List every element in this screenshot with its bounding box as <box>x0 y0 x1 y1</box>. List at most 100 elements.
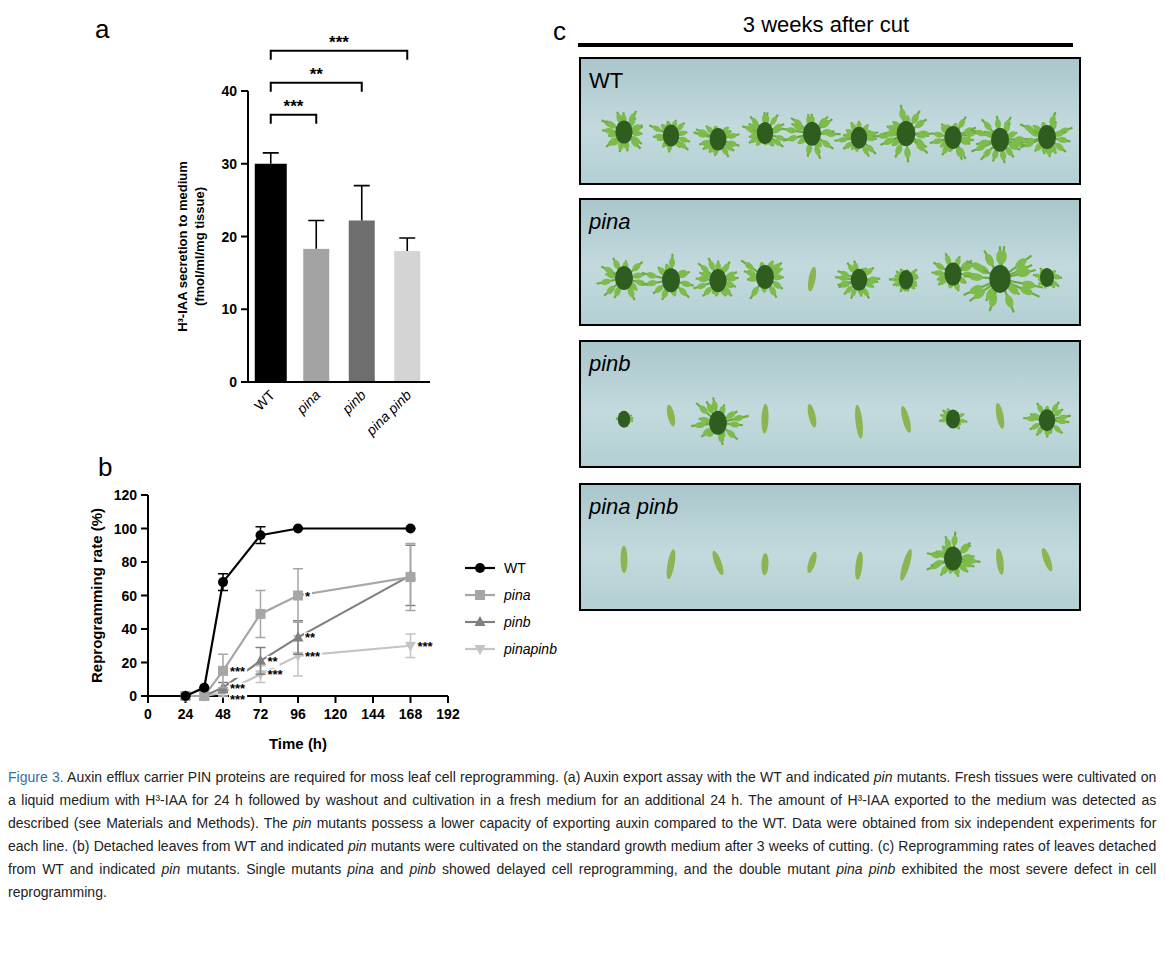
moss-leaf <box>1004 294 1016 309</box>
moss-leaf <box>1058 414 1067 421</box>
moss-center <box>944 263 961 286</box>
tick-label: 168 <box>399 706 423 722</box>
legend-label: WT <box>504 560 526 576</box>
tick-label: 120 <box>324 706 348 722</box>
marker <box>180 690 191 700</box>
error-bar <box>256 590 266 637</box>
moss-explant <box>665 549 677 580</box>
moss-leaf <box>751 117 760 127</box>
moss-leaf <box>869 276 878 282</box>
significance-label: ** <box>305 630 316 645</box>
panel-title: 3 weeks after cut <box>743 12 909 37</box>
error-bar <box>308 220 324 248</box>
moss-leaf <box>769 116 778 126</box>
moss-leaf <box>914 141 926 153</box>
tick-label: 40 <box>121 621 137 637</box>
legend-label: pinb <box>503 614 531 630</box>
axis-title: Reprogramming rate (%) <box>88 508 105 683</box>
moss-leaf <box>932 137 942 145</box>
error-bar <box>256 647 266 674</box>
moss-leaf <box>968 283 983 296</box>
error-bar <box>354 186 370 221</box>
moss-leaf <box>957 118 966 129</box>
moss-center <box>991 128 1009 152</box>
moss-leaf <box>630 138 640 149</box>
caption: Figure 3. Auxin efflux carrier PIN prote… <box>8 766 1156 904</box>
tick <box>241 308 248 310</box>
marker <box>218 666 228 676</box>
caption-label: Figure 3. <box>8 769 64 785</box>
moss-explant <box>710 550 725 576</box>
moss-leaf <box>821 128 832 135</box>
moss-explant <box>665 404 677 427</box>
error-bar <box>406 544 416 611</box>
significance: *** <box>267 667 285 682</box>
tick <box>297 696 299 703</box>
category-label: pina <box>293 387 324 418</box>
tick-label: 120 <box>114 487 138 503</box>
category-label: pinb <box>338 387 369 418</box>
moss-leaf <box>631 262 642 273</box>
moss-leaf <box>680 280 691 289</box>
moss-center <box>710 128 727 151</box>
moss-leaf <box>1023 123 1035 133</box>
significance-label: * <box>305 589 311 604</box>
moss-explant <box>761 404 769 434</box>
moss-leaf <box>750 286 760 298</box>
significance-label: *** <box>230 692 246 707</box>
tick <box>147 696 149 703</box>
moss-leaf <box>1031 422 1041 431</box>
significance-bracket <box>271 51 408 60</box>
moss-leaf <box>932 559 943 568</box>
moss-explant <box>899 405 913 434</box>
series-line <box>186 575 411 696</box>
moss-leaf <box>983 252 996 267</box>
error-bar <box>399 238 415 251</box>
marker <box>475 616 486 626</box>
panel-letter: b <box>98 452 112 482</box>
marker <box>256 609 266 619</box>
tick-label: 20 <box>221 229 237 245</box>
moss-leaf <box>962 263 973 272</box>
moss-leaf <box>700 139 710 147</box>
photo-frame <box>580 58 1080 184</box>
moss-leaf <box>969 273 983 282</box>
moss-explant <box>806 403 818 428</box>
error-bar <box>293 621 303 655</box>
tick-label: 40 <box>221 83 237 99</box>
tick-label: 80 <box>121 554 137 570</box>
moss-explant <box>898 548 914 582</box>
moss-center <box>1039 409 1055 431</box>
marker <box>181 691 191 701</box>
x-axis <box>248 381 430 383</box>
moss-explant <box>854 551 864 580</box>
moss-center <box>1038 125 1056 149</box>
moss-leaf <box>635 278 646 287</box>
legend-label: pina <box>503 587 531 603</box>
moss-leaf <box>631 123 642 132</box>
moss-leaf <box>840 280 850 287</box>
error-bar <box>218 574 228 591</box>
marker <box>218 577 228 587</box>
tick-label: 60 <box>121 588 137 604</box>
moss-leaf <box>727 132 737 140</box>
moss-leaf <box>652 124 662 133</box>
tick-label: 100 <box>114 521 138 537</box>
moss-leaf <box>711 400 719 411</box>
moss-leaf <box>913 118 925 130</box>
tick <box>141 494 148 496</box>
moss-explant <box>994 402 1006 429</box>
bar <box>303 249 329 382</box>
marker <box>181 691 191 701</box>
moss-leaf <box>978 139 989 147</box>
marker <box>475 563 485 573</box>
moss-leaf <box>820 138 832 149</box>
moss-leaf <box>725 428 736 439</box>
plot-b <box>180 524 416 703</box>
figure: a010203040WTpinapinbpina pinbH³-IAA secr… <box>0 0 1165 760</box>
photo-frame <box>580 484 1080 610</box>
series-line <box>186 529 411 697</box>
error-bar <box>263 153 279 164</box>
photo-frame <box>580 199 1080 325</box>
moss-leaf <box>1057 136 1068 144</box>
